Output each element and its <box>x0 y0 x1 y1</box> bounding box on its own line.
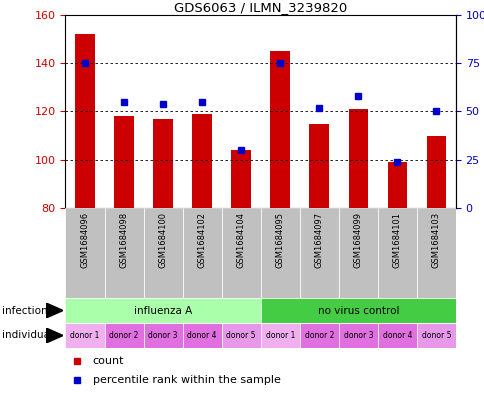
Text: count: count <box>92 356 124 365</box>
Bar <box>299 208 338 298</box>
Bar <box>114 116 134 208</box>
Text: GSM1684099: GSM1684099 <box>353 211 362 268</box>
Text: donor 4: donor 4 <box>382 331 411 340</box>
Bar <box>416 208 455 298</box>
Bar <box>416 323 455 348</box>
Text: donor 3: donor 3 <box>343 331 372 340</box>
Text: GSM1684103: GSM1684103 <box>431 211 440 268</box>
Bar <box>426 136 445 208</box>
Text: individual: individual <box>2 331 53 340</box>
Bar <box>260 323 299 348</box>
Bar <box>65 323 104 348</box>
Bar <box>377 208 416 298</box>
Bar <box>182 208 221 298</box>
Bar <box>221 323 260 348</box>
Bar <box>348 109 367 208</box>
Text: GSM1684101: GSM1684101 <box>392 211 401 268</box>
Bar <box>153 119 172 208</box>
Bar <box>192 114 212 208</box>
Bar <box>387 162 406 208</box>
Text: infection: infection <box>2 305 48 316</box>
Bar <box>338 208 377 298</box>
Text: GSM1684102: GSM1684102 <box>197 211 206 268</box>
Bar <box>221 208 260 298</box>
Text: donor 1: donor 1 <box>70 331 100 340</box>
Bar <box>104 323 143 348</box>
Bar <box>260 298 455 323</box>
Bar <box>143 323 182 348</box>
Bar <box>182 323 221 348</box>
Text: GSM1684104: GSM1684104 <box>236 211 245 268</box>
Bar <box>75 34 94 208</box>
Text: GSM1684095: GSM1684095 <box>275 211 284 268</box>
Text: donor 1: donor 1 <box>265 331 294 340</box>
Text: influenza A: influenza A <box>134 305 192 316</box>
Text: donor 5: donor 5 <box>421 331 450 340</box>
Bar <box>377 323 416 348</box>
Bar <box>143 208 182 298</box>
Bar <box>309 123 328 208</box>
Title: GDS6063 / ILMN_3239820: GDS6063 / ILMN_3239820 <box>174 1 347 14</box>
Text: no virus control: no virus control <box>317 305 398 316</box>
Text: donor 4: donor 4 <box>187 331 216 340</box>
Text: donor 3: donor 3 <box>148 331 178 340</box>
Text: donor 2: donor 2 <box>304 331 333 340</box>
Text: GSM1684100: GSM1684100 <box>158 211 167 268</box>
Text: GSM1684096: GSM1684096 <box>80 211 90 268</box>
Text: GSM1684097: GSM1684097 <box>314 211 323 268</box>
Polygon shape <box>46 303 63 318</box>
Bar <box>231 150 250 208</box>
Bar <box>65 298 260 323</box>
Bar <box>299 323 338 348</box>
Bar <box>104 208 143 298</box>
Polygon shape <box>46 328 63 343</box>
Bar <box>65 208 104 298</box>
Text: percentile rank within the sample: percentile rank within the sample <box>92 375 280 386</box>
Bar <box>260 208 299 298</box>
Text: donor 5: donor 5 <box>226 331 256 340</box>
Bar <box>338 323 377 348</box>
Bar <box>270 51 289 208</box>
Text: donor 2: donor 2 <box>109 331 138 340</box>
Text: GSM1684098: GSM1684098 <box>119 211 128 268</box>
